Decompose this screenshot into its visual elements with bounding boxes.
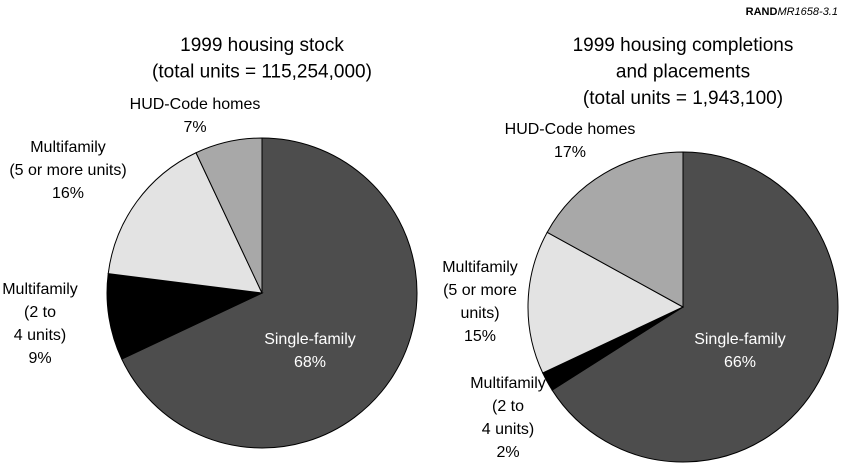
slice-label: Multifamily: [30, 139, 106, 156]
slice-label: (5 or more: [443, 282, 517, 299]
pie-slice: [195, 137, 263, 294]
slice-label: (2 to: [24, 304, 56, 321]
value-label: 9%: [28, 350, 51, 367]
slice-label: HUD-Code homes: [505, 121, 636, 138]
value-label: 16%: [52, 185, 84, 202]
value-label: 66%: [724, 354, 756, 371]
slice-label: Multifamily: [442, 259, 518, 276]
source-code: MR1658-3.1: [777, 6, 838, 18]
value-label: 17%: [554, 144, 586, 161]
pie-slice: [106, 273, 264, 360]
slice-label: (2 to: [492, 398, 524, 415]
slice-label: HUD-Code homes: [130, 96, 261, 113]
pie-slice: [527, 231, 685, 374]
source-id: RANDMR1658-3.1: [746, 6, 838, 18]
pie-slice: [551, 151, 839, 463]
pie-slice: [121, 137, 418, 449]
chart-title: (total units = 1,943,100): [583, 88, 783, 109]
source-org: RAND: [746, 6, 778, 18]
chart-title: 1999 housing stock: [180, 35, 344, 56]
chart-title: (total units = 115,254,000): [152, 62, 372, 83]
slice-label: 4 units): [482, 421, 534, 438]
slice-label: Single-family: [264, 331, 356, 348]
chart-title: 1999 housing completions: [573, 35, 794, 56]
pie-slice: [107, 152, 263, 294]
chart-title: and placements: [616, 62, 750, 83]
value-label: 2%: [496, 444, 519, 461]
value-label: 15%: [464, 328, 496, 345]
slice-label: Single-family: [694, 331, 786, 348]
slice-label: units): [460, 305, 499, 322]
slice-label: (5 or more units): [9, 162, 126, 179]
slice-label: Multifamily: [470, 375, 546, 392]
pie-slice: [546, 151, 684, 308]
slice-label: 4 units): [14, 327, 66, 344]
value-label: 68%: [294, 354, 326, 371]
slice-label: Multifamily: [2, 281, 78, 298]
value-label: 7%: [183, 119, 206, 136]
